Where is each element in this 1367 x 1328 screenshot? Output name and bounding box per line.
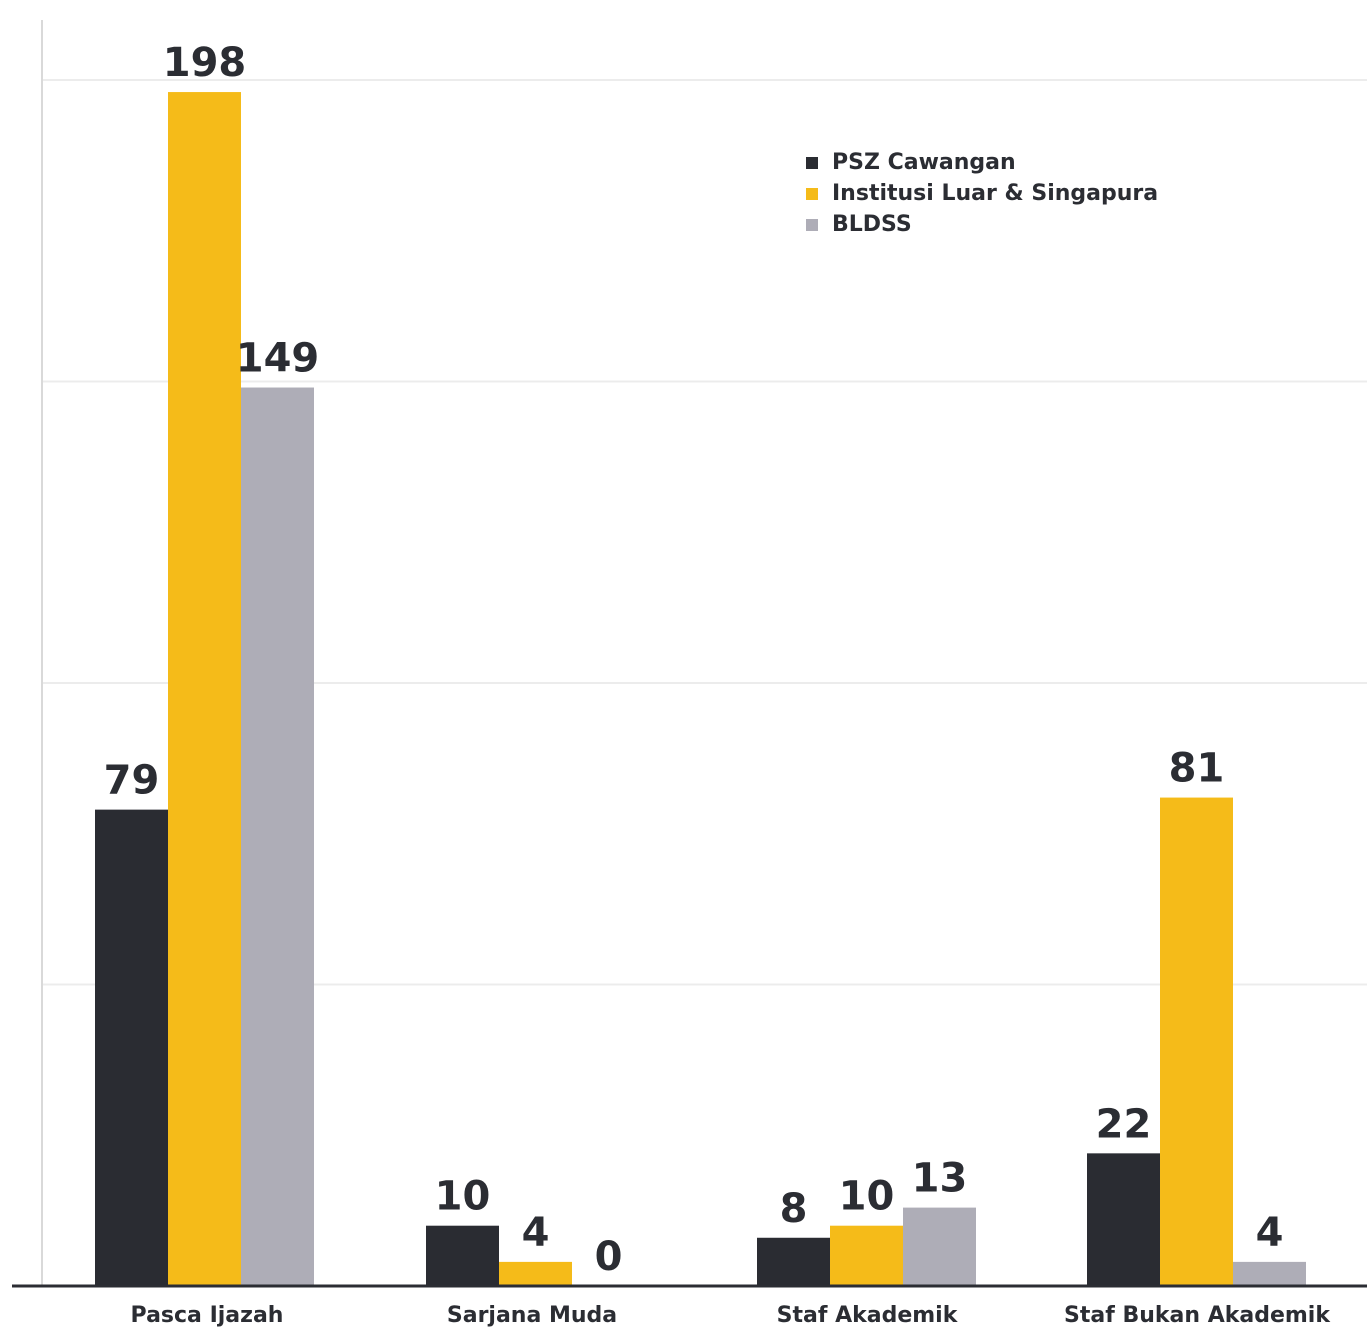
category-labels: Pasca Ijazah Sarjana Muda Staf Akademik Sta…: [131, 1303, 1332, 1328]
x-tick-label: Pasca Ijazah: [131, 1303, 284, 1328]
legend-swatch: [806, 188, 818, 200]
x-tick-label: Staf Akademik: [777, 1303, 959, 1328]
data-label: 149: [236, 336, 320, 382]
legend-label: PSZ Cawangan: [832, 150, 1016, 175]
bar: [168, 92, 241, 1286]
bar: [241, 387, 314, 1286]
bar: [499, 1261, 572, 1286]
bar: [757, 1237, 830, 1286]
data-label: 13: [912, 1156, 968, 1202]
bars: [95, 92, 1306, 1286]
bar: [903, 1207, 976, 1286]
bar: [1087, 1153, 1160, 1286]
x-tick-label: Sarjana Muda: [447, 1303, 617, 1328]
data-label: 4: [522, 1210, 550, 1256]
bar: [95, 809, 168, 1286]
data-label: 81: [1169, 746, 1225, 792]
bar: [1233, 1261, 1306, 1286]
data-label: 79: [104, 758, 160, 804]
legend-label: Institusi Luar & Singapura: [832, 181, 1158, 206]
data-label: 4: [1256, 1210, 1284, 1256]
bar: [426, 1225, 499, 1286]
data-label: 22: [1096, 1101, 1152, 1147]
legend-swatch: [806, 157, 818, 169]
legend-swatch: [806, 219, 818, 231]
bar: [830, 1225, 903, 1286]
legend-label: BLDSS: [832, 212, 912, 237]
legend: PSZ Cawangan Institusi Luar & Singapura BL…: [806, 150, 1158, 237]
data-label: 8: [780, 1186, 808, 1232]
data-label: 0: [595, 1234, 623, 1280]
bar: [1160, 797, 1233, 1286]
data-label: 198: [163, 40, 247, 86]
x-tick-label: Staf Bukan Akademik: [1064, 1303, 1331, 1328]
data-label: 10: [435, 1174, 491, 1220]
data-label: 10: [839, 1174, 895, 1220]
